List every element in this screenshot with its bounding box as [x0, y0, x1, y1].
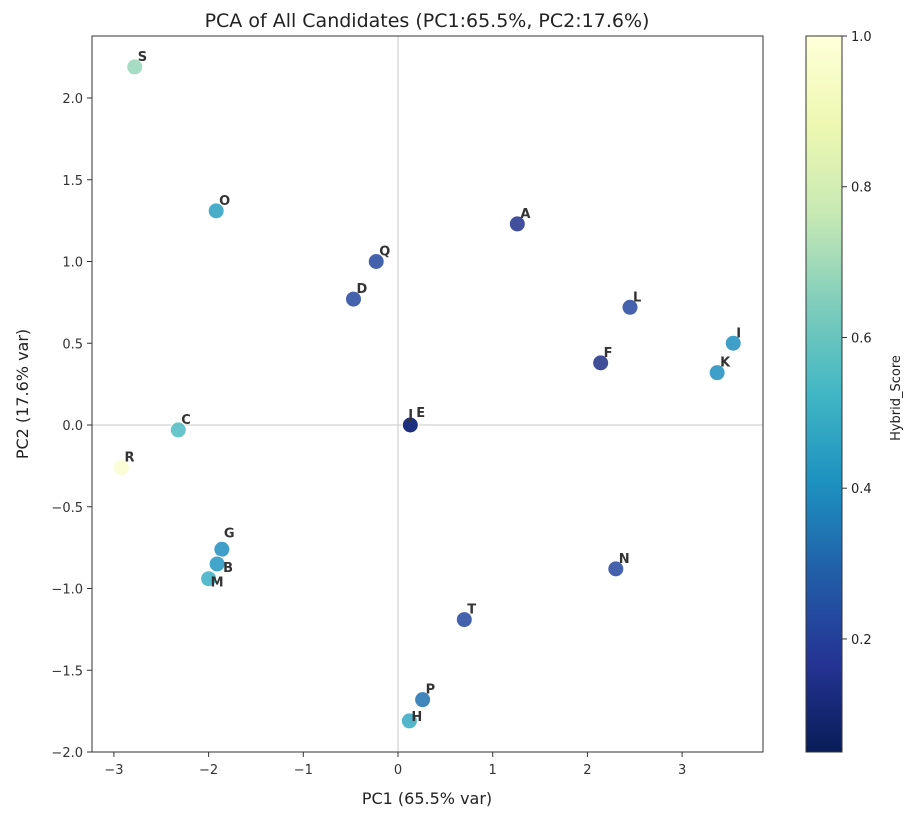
x-tick-label: −3 — [104, 763, 123, 778]
plot-background — [92, 36, 763, 752]
point-label-H: H — [411, 710, 422, 725]
data-point-A — [508, 215, 526, 233]
y-axis-label: PC2 (17.6% var) — [13, 329, 32, 459]
point-label-E: E — [416, 406, 425, 421]
data-point-Q — [367, 253, 385, 270]
colorbar-tick-label: 1.0 — [851, 30, 872, 45]
x-tick-label: 3 — [678, 763, 686, 778]
point-label-D: D — [356, 282, 367, 297]
y-tick-label: −0.5 — [51, 501, 83, 516]
x-tick-label: 1 — [489, 763, 497, 778]
point-label-K: K — [720, 356, 731, 371]
colorbar-tick-label: 0.8 — [851, 181, 872, 196]
y-tick-label: 1.5 — [62, 174, 83, 189]
y-tick-label: 0.0 — [62, 419, 83, 434]
data-point-N — [607, 560, 625, 578]
data-point-L — [621, 298, 639, 316]
plot-area: S O Q D A L F IK J E C R G BM N T PH — [91, 35, 764, 753]
x-axis-label: PC1 (65.5% var) — [362, 789, 492, 808]
point-label-N: N — [619, 552, 630, 567]
data-point-K — [708, 364, 726, 382]
point-label-R: R — [124, 451, 134, 466]
point-label-A: A — [520, 207, 530, 222]
y-tick-label: −1.0 — [51, 583, 83, 598]
point-label-P: P — [426, 683, 436, 698]
chart-title: PCA of All Candidates (PC1:65.5%, PC2:17… — [205, 10, 650, 32]
data-point-F — [592, 354, 610, 372]
point-label-B: B — [223, 561, 233, 576]
colorbar: 0.2 0.4 0.6 0.8 1.0 Hybrid_Score — [805, 30, 904, 753]
data-point-O — [207, 202, 225, 220]
y-tick-label: 0.5 — [62, 337, 83, 352]
plot-frame — [91, 35, 764, 753]
data-point-C — [169, 421, 187, 439]
data-point-D — [344, 290, 362, 308]
data-point-G — [213, 540, 231, 558]
colorbar-tick-label: 0.6 — [851, 331, 872, 346]
point-label-J: J — [407, 408, 413, 423]
colorbar-gradient — [805, 35, 843, 753]
data-point-T — [455, 611, 473, 629]
x-tick-label: −2 — [199, 763, 218, 778]
point-label-F: F — [604, 346, 613, 361]
point-label-G: G — [224, 526, 235, 541]
data-point-H — [400, 712, 418, 730]
y-tick-label: 2.0 — [62, 92, 83, 107]
point-label-Q: Q — [379, 245, 390, 260]
point-label-I: I — [736, 326, 741, 341]
x-axis: −3 −2 −1 0 1 2 3 — [104, 752, 686, 778]
x-tick-label: 2 — [583, 763, 591, 778]
y-tick-label: −2.0 — [51, 746, 83, 761]
colorbar-tick-label: 0.4 — [851, 482, 872, 497]
colorbar-tick-label: 0.2 — [851, 633, 872, 648]
data-point-B — [208, 555, 226, 573]
data-point-E — [401, 416, 419, 434]
data-point-M — [200, 570, 218, 588]
point-label-L: L — [633, 290, 641, 305]
x-tick-label: −1 — [294, 763, 313, 778]
y-tick-label: −1.5 — [51, 664, 83, 679]
y-tick-label: 1.0 — [62, 256, 83, 271]
point-label-M: M — [211, 576, 224, 591]
point-label-S: S — [138, 50, 147, 65]
data-point-I — [724, 334, 742, 352]
point-label-O: O — [219, 194, 230, 209]
point-label-T: T — [467, 603, 476, 618]
data-point-R — [112, 459, 130, 477]
data-point-S — [126, 58, 144, 76]
point-label-C: C — [181, 413, 191, 428]
colorbar-label: Hybrid_Score — [889, 355, 904, 441]
x-tick-label: 0 — [394, 763, 402, 778]
y-axis: −2.0 −1.5 −1.0 −0.5 0.0 0.5 1.0 1.5 2.0 — [51, 92, 92, 761]
data-point-P — [414, 691, 432, 709]
